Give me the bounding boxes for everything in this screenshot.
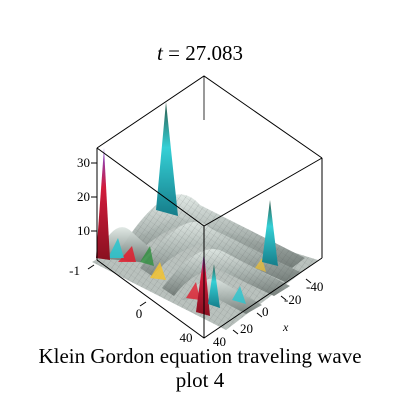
chart-title: t = 27.083 bbox=[157, 41, 243, 65]
z-tick-label: 10 bbox=[77, 223, 90, 238]
colour-streak-3 bbox=[150, 262, 166, 280]
left-tick-label: -1 bbox=[69, 263, 80, 278]
x-tick-label: 20 bbox=[240, 321, 253, 336]
x-tick-label: 40 bbox=[213, 334, 226, 349]
title-variable: t bbox=[157, 41, 164, 65]
surface bbox=[92, 102, 318, 330]
colour-streak-5 bbox=[186, 282, 200, 300]
x-tick-label: -40 bbox=[306, 279, 323, 294]
ridge-3-mesh bbox=[162, 248, 290, 296]
spike-3 bbox=[262, 200, 278, 266]
x-tick-label: -20 bbox=[284, 292, 301, 307]
title-operator: = bbox=[163, 41, 185, 65]
colour-streak-2 bbox=[108, 238, 124, 258]
spike-4 bbox=[196, 252, 210, 316]
left-base-axis: -1 0 40 bbox=[69, 263, 192, 345]
colour-streak-6 bbox=[232, 286, 246, 304]
left-tick-mark bbox=[139, 301, 147, 307]
left-tick-label: 40 bbox=[180, 330, 193, 345]
left-tick-mark bbox=[87, 264, 95, 270]
x-tick-mark bbox=[232, 329, 239, 335]
z-tick-label: 20 bbox=[77, 189, 90, 204]
caption-line-1: Klein Gordon equation traveling wave bbox=[38, 344, 362, 368]
right-base-axis: -40 -20 0 20 40 x bbox=[213, 278, 323, 349]
x-tick-mark bbox=[305, 278, 312, 284]
left-tick-label: 0 bbox=[136, 306, 143, 321]
ridge-4 bbox=[96, 227, 152, 262]
bounding-box-back bbox=[96, 75, 323, 159]
caption-line-2: plot 4 bbox=[175, 368, 225, 392]
x-tick-mark bbox=[256, 312, 263, 318]
colour-streak-8 bbox=[255, 258, 266, 272]
x-tick-label: 0 bbox=[262, 304, 269, 319]
x-axis-label: x bbox=[282, 320, 289, 334]
x-tick-mark bbox=[280, 295, 287, 301]
spike-2 bbox=[156, 102, 178, 216]
colour-streak-4 bbox=[140, 246, 154, 266]
spike-1 bbox=[96, 148, 110, 260]
z-tick-label: 30 bbox=[77, 155, 90, 170]
title-value: 27.083 bbox=[185, 41, 243, 65]
z-axis: 30 20 10 bbox=[77, 155, 97, 238]
spike-5 bbox=[208, 264, 220, 308]
bounding-box-front bbox=[96, 147, 323, 339]
